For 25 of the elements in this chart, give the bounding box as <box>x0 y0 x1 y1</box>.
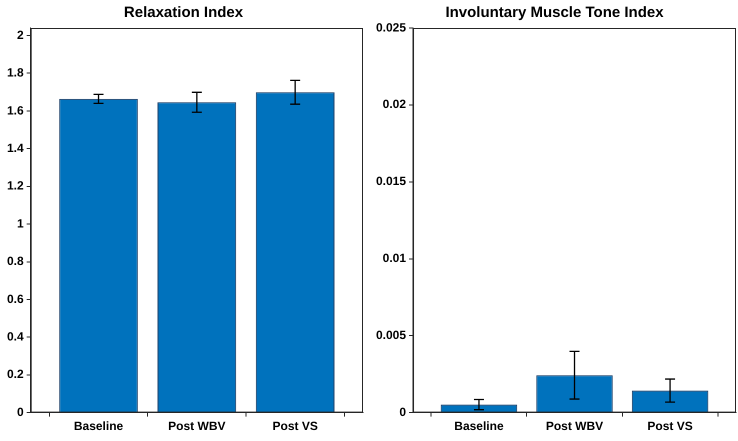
y-tick-label: 1.6 <box>6 103 24 118</box>
y-tick-label: 1.2 <box>6 178 24 193</box>
y-tick-label: 0.6 <box>6 292 24 306</box>
y-tick-label: 0.015 <box>376 174 406 188</box>
chart-title: Involuntary Muscle Tone Index <box>445 4 664 22</box>
x-tick-label: Post WBV <box>168 419 226 434</box>
y-tick-label: 0 <box>399 404 406 419</box>
y-tick-label: 1 <box>16 216 24 230</box>
y-tick-label: 1.8 <box>6 66 24 80</box>
y-tick-label: 0.8 <box>6 254 24 268</box>
y-tick-label: 0.025 <box>376 20 406 34</box>
y-tick-label: 0.2 <box>6 367 24 382</box>
x-tick-label: Baseline <box>454 419 504 434</box>
y-tick-label: 0.01 <box>382 251 406 266</box>
y-tick-label: 2 <box>16 28 24 42</box>
x-tick-label: Post WBV <box>546 419 604 434</box>
x-tick-label: Post VS <box>272 419 318 434</box>
y-tick-label: 0.005 <box>376 328 406 342</box>
y-tick-label: 0.4 <box>6 330 24 344</box>
x-tick-label: Baseline <box>74 419 124 434</box>
y-tick-label: 1.4 <box>6 140 24 155</box>
x-tick-label: Post VS <box>647 419 693 434</box>
y-tick-label: 0.02 <box>382 97 406 112</box>
y-tick-label: 0 <box>16 404 24 419</box>
chart-title: Relaxation Index <box>124 4 244 22</box>
